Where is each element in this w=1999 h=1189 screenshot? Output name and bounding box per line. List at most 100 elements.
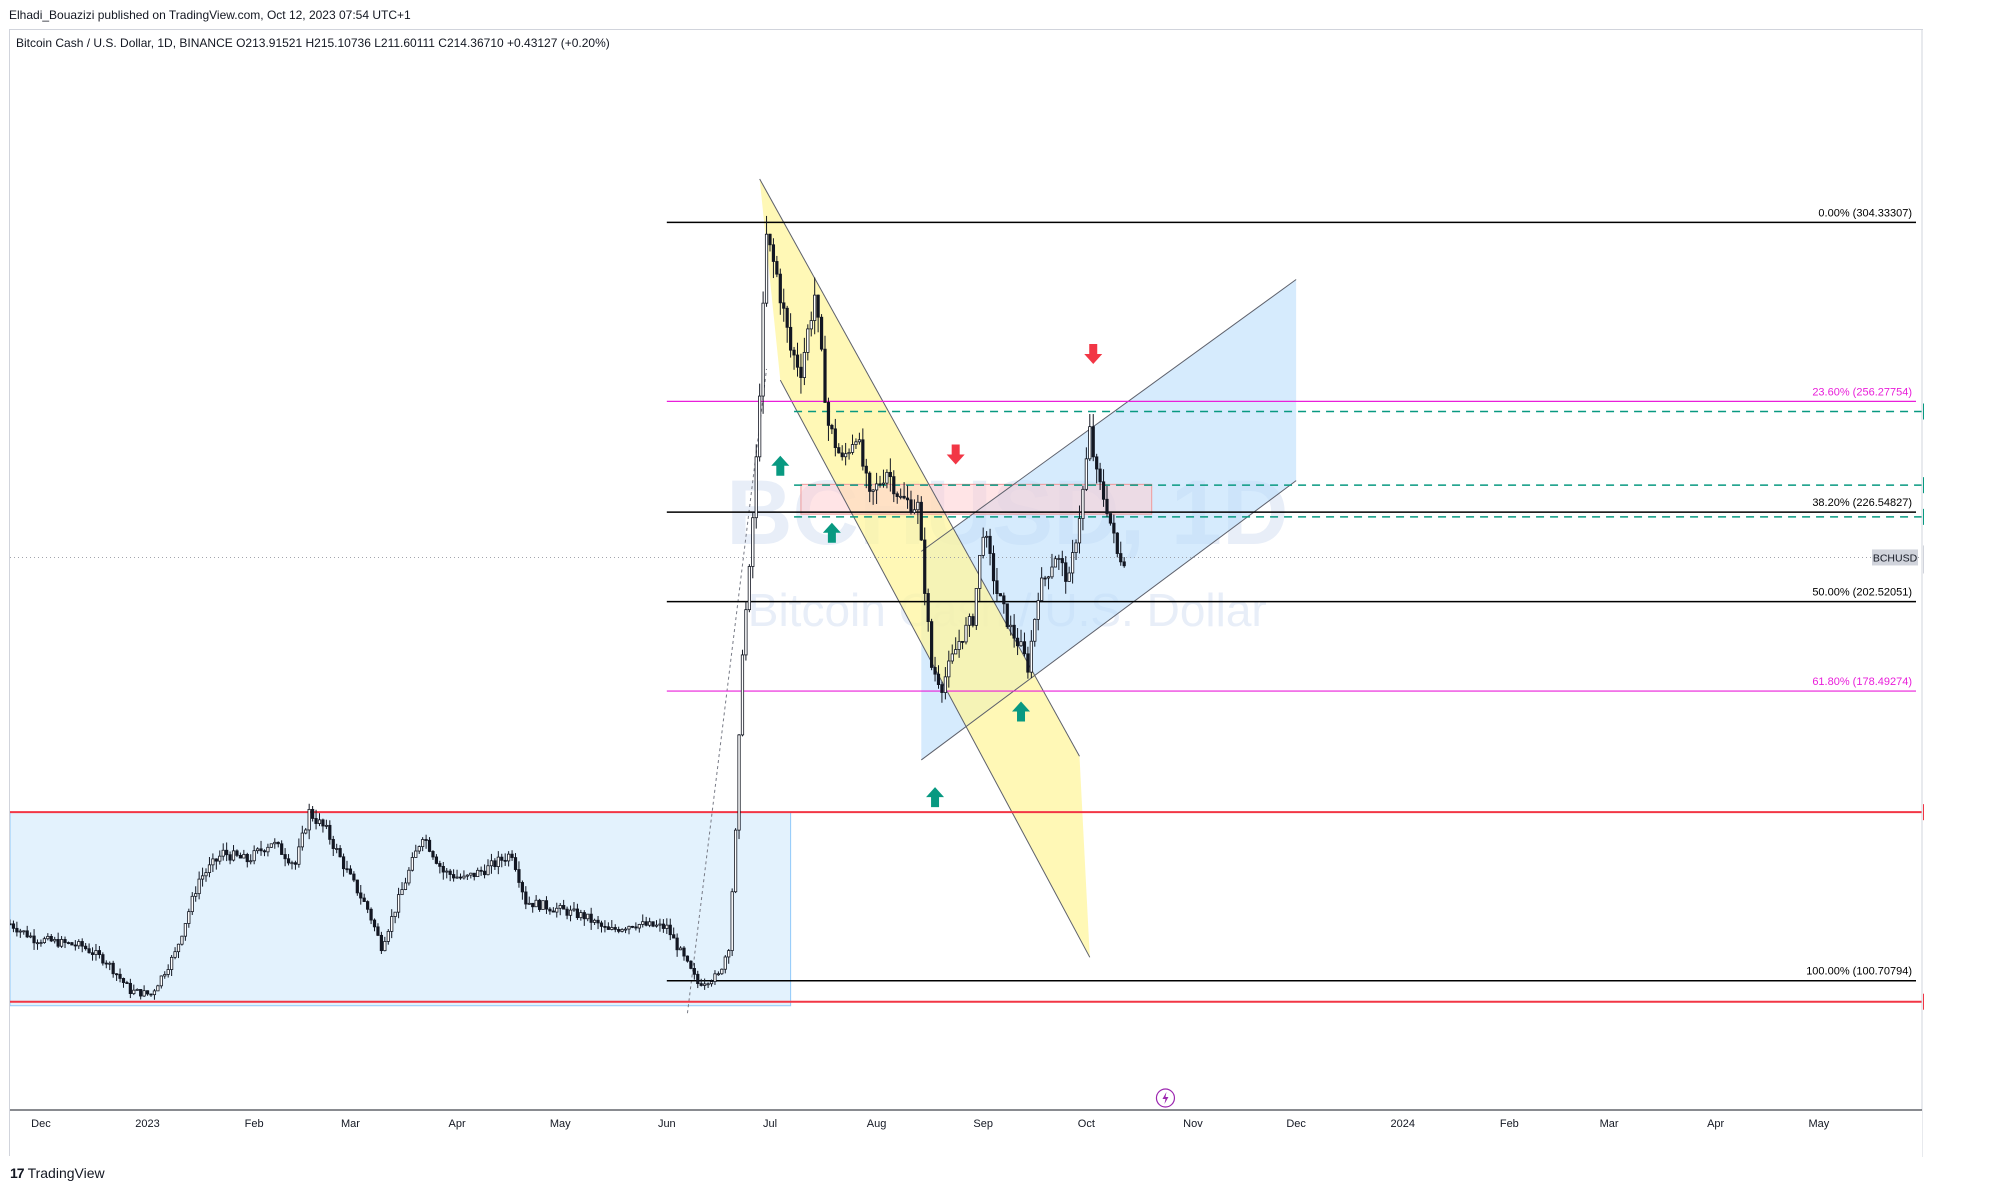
candle[interactable] (579, 909, 583, 921)
candle[interactable] (881, 469, 886, 488)
tradingview-logo[interactable]: 17 TradingView (10, 1165, 105, 1181)
candle[interactable] (383, 936, 387, 952)
candle[interactable] (280, 840, 284, 855)
candle[interactable] (878, 475, 882, 488)
candle[interactable] (269, 843, 273, 848)
candle[interactable] (489, 853, 494, 874)
candle[interactable] (1084, 447, 1088, 492)
candle[interactable] (909, 490, 913, 515)
candle[interactable] (758, 383, 762, 462)
candle[interactable] (472, 872, 476, 881)
symbol-legend[interactable]: Bitcoin Cash / U.S. Dollar, 1D, BINANCE … (16, 36, 610, 50)
ascending-channel-line[interactable] (920, 480, 1297, 761)
candle[interactable] (1105, 485, 1109, 518)
support-price-badge[interactable] (1923, 993, 1924, 1010)
candle[interactable] (651, 921, 655, 928)
candle[interactable] (132, 984, 136, 996)
candle[interactable] (947, 650, 951, 688)
candle[interactable] (29, 932, 33, 939)
candle[interactable] (703, 978, 707, 990)
candle[interactable] (957, 629, 961, 658)
candle[interactable] (599, 920, 604, 933)
candle[interactable] (39, 939, 43, 947)
candle[interactable] (80, 938, 84, 953)
time-axis-background[interactable] (10, 1110, 1922, 1157)
candle[interactable] (262, 849, 267, 857)
candle[interactable] (183, 923, 187, 941)
candle[interactable] (276, 841, 280, 848)
candle[interactable] (214, 858, 218, 870)
candle[interactable] (414, 844, 418, 858)
candle[interactable] (407, 867, 411, 886)
candle[interactable] (390, 909, 394, 939)
candle[interactable] (926, 588, 930, 632)
candle[interactable] (245, 852, 249, 868)
candle[interactable] (685, 955, 690, 963)
candle[interactable] (517, 861, 521, 888)
candle[interactable] (118, 968, 122, 983)
candle[interactable] (524, 886, 528, 910)
candle[interactable] (864, 458, 868, 489)
candle[interactable] (513, 853, 518, 872)
candle[interactable] (22, 930, 26, 935)
candle[interactable] (737, 734, 741, 840)
candle[interactable] (493, 858, 497, 870)
candle[interactable] (73, 940, 77, 951)
candle[interactable] (84, 943, 88, 951)
candle[interactable] (15, 921, 19, 937)
candle[interactable] (77, 939, 81, 950)
candle[interactable] (403, 877, 408, 891)
candle[interactable] (328, 820, 332, 845)
candle[interactable] (1009, 615, 1013, 636)
candle[interactable] (1091, 414, 1095, 462)
candle[interactable] (527, 896, 531, 905)
support-price-badge[interactable] (1923, 804, 1924, 821)
candle[interactable] (396, 887, 401, 919)
candle[interactable] (462, 870, 466, 880)
arrow-up-icon[interactable] (1012, 701, 1031, 722)
candle[interactable] (293, 860, 298, 870)
candle[interactable] (445, 868, 449, 879)
candle[interactable] (500, 853, 504, 868)
candle[interactable] (94, 943, 98, 961)
candle[interactable] (458, 873, 463, 880)
candle[interactable] (25, 925, 29, 939)
candle[interactable] (393, 911, 397, 924)
candle[interactable] (548, 907, 552, 915)
candle[interactable] (200, 867, 205, 887)
candle[interactable] (912, 499, 917, 515)
candle[interactable] (978, 554, 982, 601)
candle[interactable] (740, 649, 745, 737)
candle[interactable] (1081, 485, 1085, 531)
candle[interactable] (974, 588, 978, 630)
candle[interactable] (658, 918, 662, 932)
candle[interactable] (802, 337, 806, 386)
candle[interactable] (11, 920, 16, 933)
candle[interactable] (311, 806, 315, 822)
candle[interactable] (128, 978, 132, 999)
candle[interactable] (534, 895, 538, 908)
candle[interactable] (575, 903, 580, 920)
candle[interactable] (809, 311, 813, 337)
candle[interactable] (379, 931, 383, 954)
candle[interactable] (386, 929, 390, 945)
candle[interactable] (967, 613, 972, 637)
chart-pane[interactable]: BCHUSD, 1DBitcoin Cash / U.S. Dollar Bit… (9, 29, 1924, 1157)
candle[interactable] (792, 346, 796, 370)
arrow-down-icon[interactable] (1084, 344, 1103, 364)
candle[interactable] (988, 528, 992, 566)
candle[interactable] (954, 637, 958, 655)
candle[interactable] (799, 353, 803, 394)
candle[interactable] (930, 618, 934, 671)
candle[interactable] (568, 905, 573, 922)
candle[interactable] (190, 892, 194, 915)
candle[interactable] (730, 888, 734, 957)
candle[interactable] (964, 617, 968, 645)
level-price-badge[interactable] (1923, 403, 1924, 420)
candle[interactable] (283, 848, 287, 867)
candle[interactable] (441, 861, 445, 880)
candle[interactable] (431, 850, 435, 860)
candle[interactable] (778, 268, 782, 315)
candle[interactable] (10, 919, 12, 926)
candle[interactable] (847, 448, 851, 460)
